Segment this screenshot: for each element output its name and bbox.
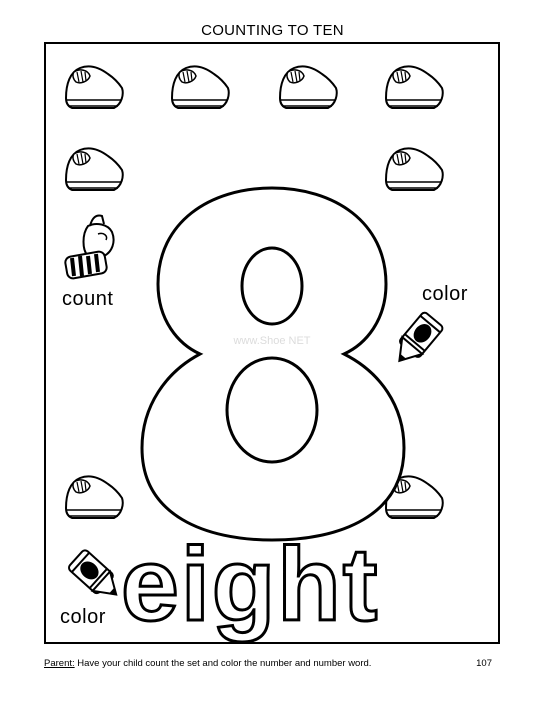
shoe-icon: [65, 147, 124, 191]
worksheet-frame: [44, 42, 500, 644]
shoe-icon: [171, 65, 230, 109]
color-label-left: color: [60, 606, 106, 628]
color-label-right: color: [422, 283, 468, 305]
count-label: count: [62, 288, 114, 310]
parent-label: Parent:: [44, 658, 75, 669]
crayon-icon: [388, 310, 446, 371]
pointing-hand-icon: [64, 214, 115, 280]
watermark-text: www.Shoe NET: [232, 335, 310, 347]
numeral-eight: [140, 186, 406, 542]
shoe-icon: [385, 65, 444, 109]
shoe-icon: [65, 65, 124, 109]
number-word: eight: [121, 527, 379, 643]
page-title: COUNTING TO TEN: [201, 22, 344, 39]
crayon-icon: [66, 547, 126, 606]
shoe-icon: [385, 147, 444, 191]
page-number: 107: [476, 658, 492, 669]
shoe-icon: [65, 475, 124, 519]
parent-instruction: Have your child count the set and color …: [77, 658, 372, 669]
footer: Parent: Have your child count the set an…: [44, 658, 500, 669]
shoe-icon: [279, 65, 338, 109]
